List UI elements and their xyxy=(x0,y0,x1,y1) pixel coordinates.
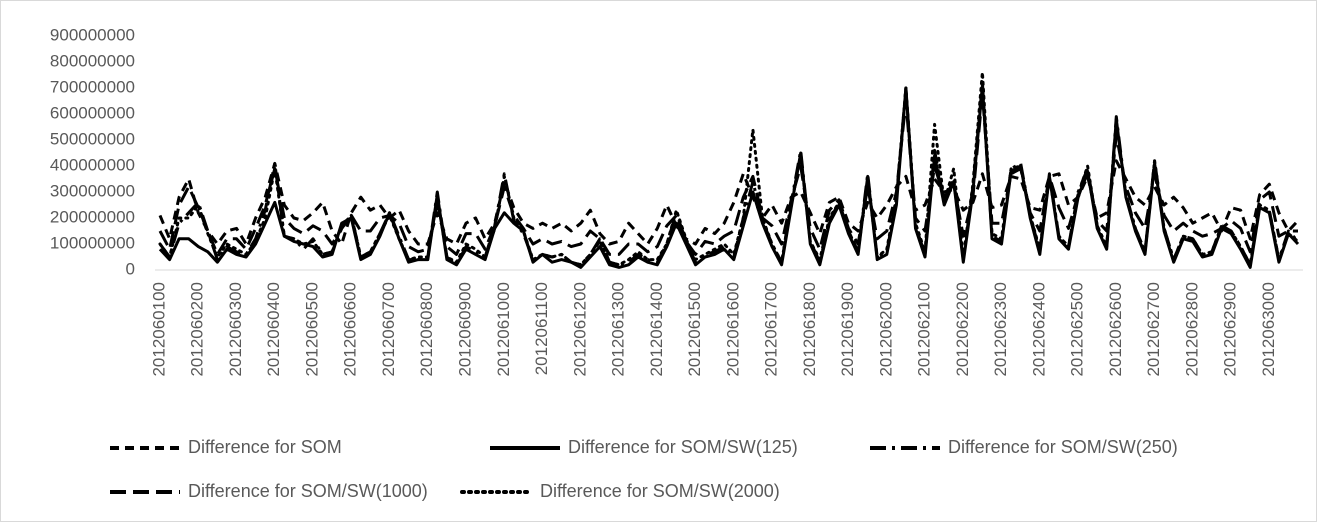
x-tick-label: 2012062200 xyxy=(953,282,972,377)
y-tick-label: 200000000 xyxy=(50,207,135,226)
y-tick-label: 800000000 xyxy=(50,51,135,70)
x-tick-label: 2012061700 xyxy=(762,282,781,377)
y-tick-label: 600000000 xyxy=(50,103,135,122)
x-tick-label: 2012062800 xyxy=(1182,282,1201,377)
y-tick-label: 400000000 xyxy=(50,155,135,174)
legend-label: Difference for SOM/SW(2000) xyxy=(540,481,780,501)
x-tick-label: 2012061100 xyxy=(532,282,551,375)
y-tick-label: 100000000 xyxy=(50,233,135,252)
x-tick-label: 2012060500 xyxy=(302,282,321,377)
legend-label: Difference for SOM/SW(250) xyxy=(948,437,1178,457)
data-line xyxy=(158,70,1300,267)
x-tick-label: 2012060900 xyxy=(456,282,475,377)
y-tick-label: 500000000 xyxy=(50,129,135,148)
x-tick-label: 2012061900 xyxy=(838,282,857,377)
x-tick-label: 2012060100 xyxy=(149,282,168,377)
x-tick-label: 2012062900 xyxy=(1221,282,1240,377)
y-tick-label: 900000000 xyxy=(50,25,135,44)
legend-label: Difference for SOM/SW(1000) xyxy=(188,481,428,501)
x-tick-label: 2012061500 xyxy=(685,282,704,377)
x-tick-label: 2012062000 xyxy=(876,282,895,377)
x-tick-label: 2012061300 xyxy=(609,282,628,377)
x-tick-label: 2012060600 xyxy=(341,282,360,377)
x-tick-label: 2012061000 xyxy=(494,282,513,377)
x-tick-label: 2012062300 xyxy=(991,282,1010,377)
legend-label: Difference for SOM/SW(125) xyxy=(568,437,798,457)
x-tick-label: 2012060700 xyxy=(379,282,398,377)
x-tick-label: 2012062600 xyxy=(1106,282,1125,377)
x-tick-label: 2012061800 xyxy=(800,282,819,377)
x-tick-label: 2012060300 xyxy=(226,282,245,377)
data-line xyxy=(158,81,1300,267)
x-tick-label: 2012061200 xyxy=(570,282,589,377)
legend-label: Difference for SOM xyxy=(188,437,342,457)
x-tick-label: 2012062100 xyxy=(915,282,934,377)
y-tick-label: 300000000 xyxy=(50,181,135,200)
x-tick-label: 2012061600 xyxy=(723,282,742,377)
x-tick-label: 2012060400 xyxy=(264,282,283,377)
y-tick-label: 0 xyxy=(126,259,135,278)
x-tick-label: 2012062700 xyxy=(1144,282,1163,377)
x-tick-label: 2012062500 xyxy=(1068,282,1087,377)
x-tick-label: 2012062400 xyxy=(1029,282,1048,377)
y-tick-label: 700000000 xyxy=(50,77,135,96)
x-tick-label: 2012063000 xyxy=(1259,282,1278,377)
x-tick-label: 2012061400 xyxy=(647,282,666,377)
x-tick-label: 2012060800 xyxy=(417,282,436,377)
x-tick-label: 2012060200 xyxy=(188,282,207,377)
